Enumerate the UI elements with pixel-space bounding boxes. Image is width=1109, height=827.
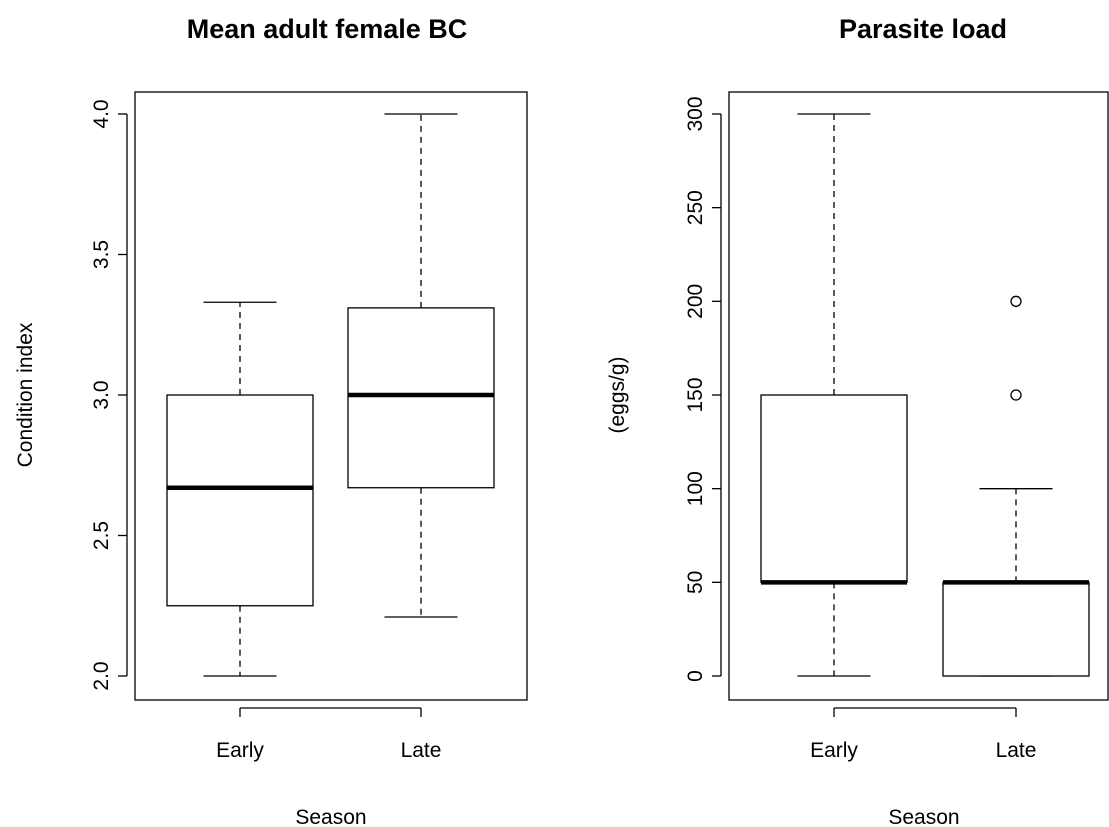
- y-tick-label: 2.5: [90, 521, 113, 550]
- y-axis-label: Condition index: [14, 322, 37, 467]
- box-early: [166, 301, 314, 677]
- iqr-box: [166, 394, 314, 607]
- iqr-box: [347, 307, 495, 489]
- iqr-box: [760, 394, 908, 583]
- y-tick-label: 50: [684, 571, 707, 594]
- y-axis-label: (eggs/g): [606, 356, 629, 433]
- outlier-point: [1010, 295, 1022, 307]
- y-tick-label: 200: [684, 284, 707, 319]
- x-tick-label: Early: [216, 739, 264, 762]
- plot-frame: [728, 91, 1109, 701]
- outlier-point: [1010, 389, 1022, 401]
- chart-title: Mean adult female BC: [187, 14, 468, 44]
- y-tick-label: 250: [684, 190, 707, 225]
- y-tick-label: 150: [684, 377, 707, 412]
- y-tick-label: 100: [684, 471, 707, 506]
- box-late: [942, 295, 1090, 677]
- x-axis-label: Season: [888, 806, 959, 827]
- y-tick-label: 3.5: [90, 240, 113, 269]
- x-tick-label: Late: [996, 739, 1037, 762]
- y-tick-label: 300: [684, 96, 707, 131]
- x-tick-label: Early: [810, 739, 858, 762]
- parasite-load-boxplot: Parasite load Season (eggs/g) 0 50 100 150 2…: [606, 14, 1109, 827]
- y-tick-label: 3.0: [90, 380, 113, 409]
- y-tick-label: 0: [684, 670, 707, 682]
- box-late: [347, 113, 495, 618]
- x-axis-label: Season: [295, 806, 366, 827]
- y-tick-label: 4.0: [90, 99, 113, 128]
- condition-index-boxplot: Mean adult female BC Season Condition in…: [14, 14, 528, 827]
- plot-frame: [134, 91, 528, 701]
- chart-title: Parasite load: [839, 14, 1007, 44]
- y-tick-label: 2.0: [90, 661, 113, 690]
- iqr-box: [942, 581, 1090, 677]
- x-tick-label: Late: [401, 739, 442, 762]
- box-early: [760, 113, 908, 677]
